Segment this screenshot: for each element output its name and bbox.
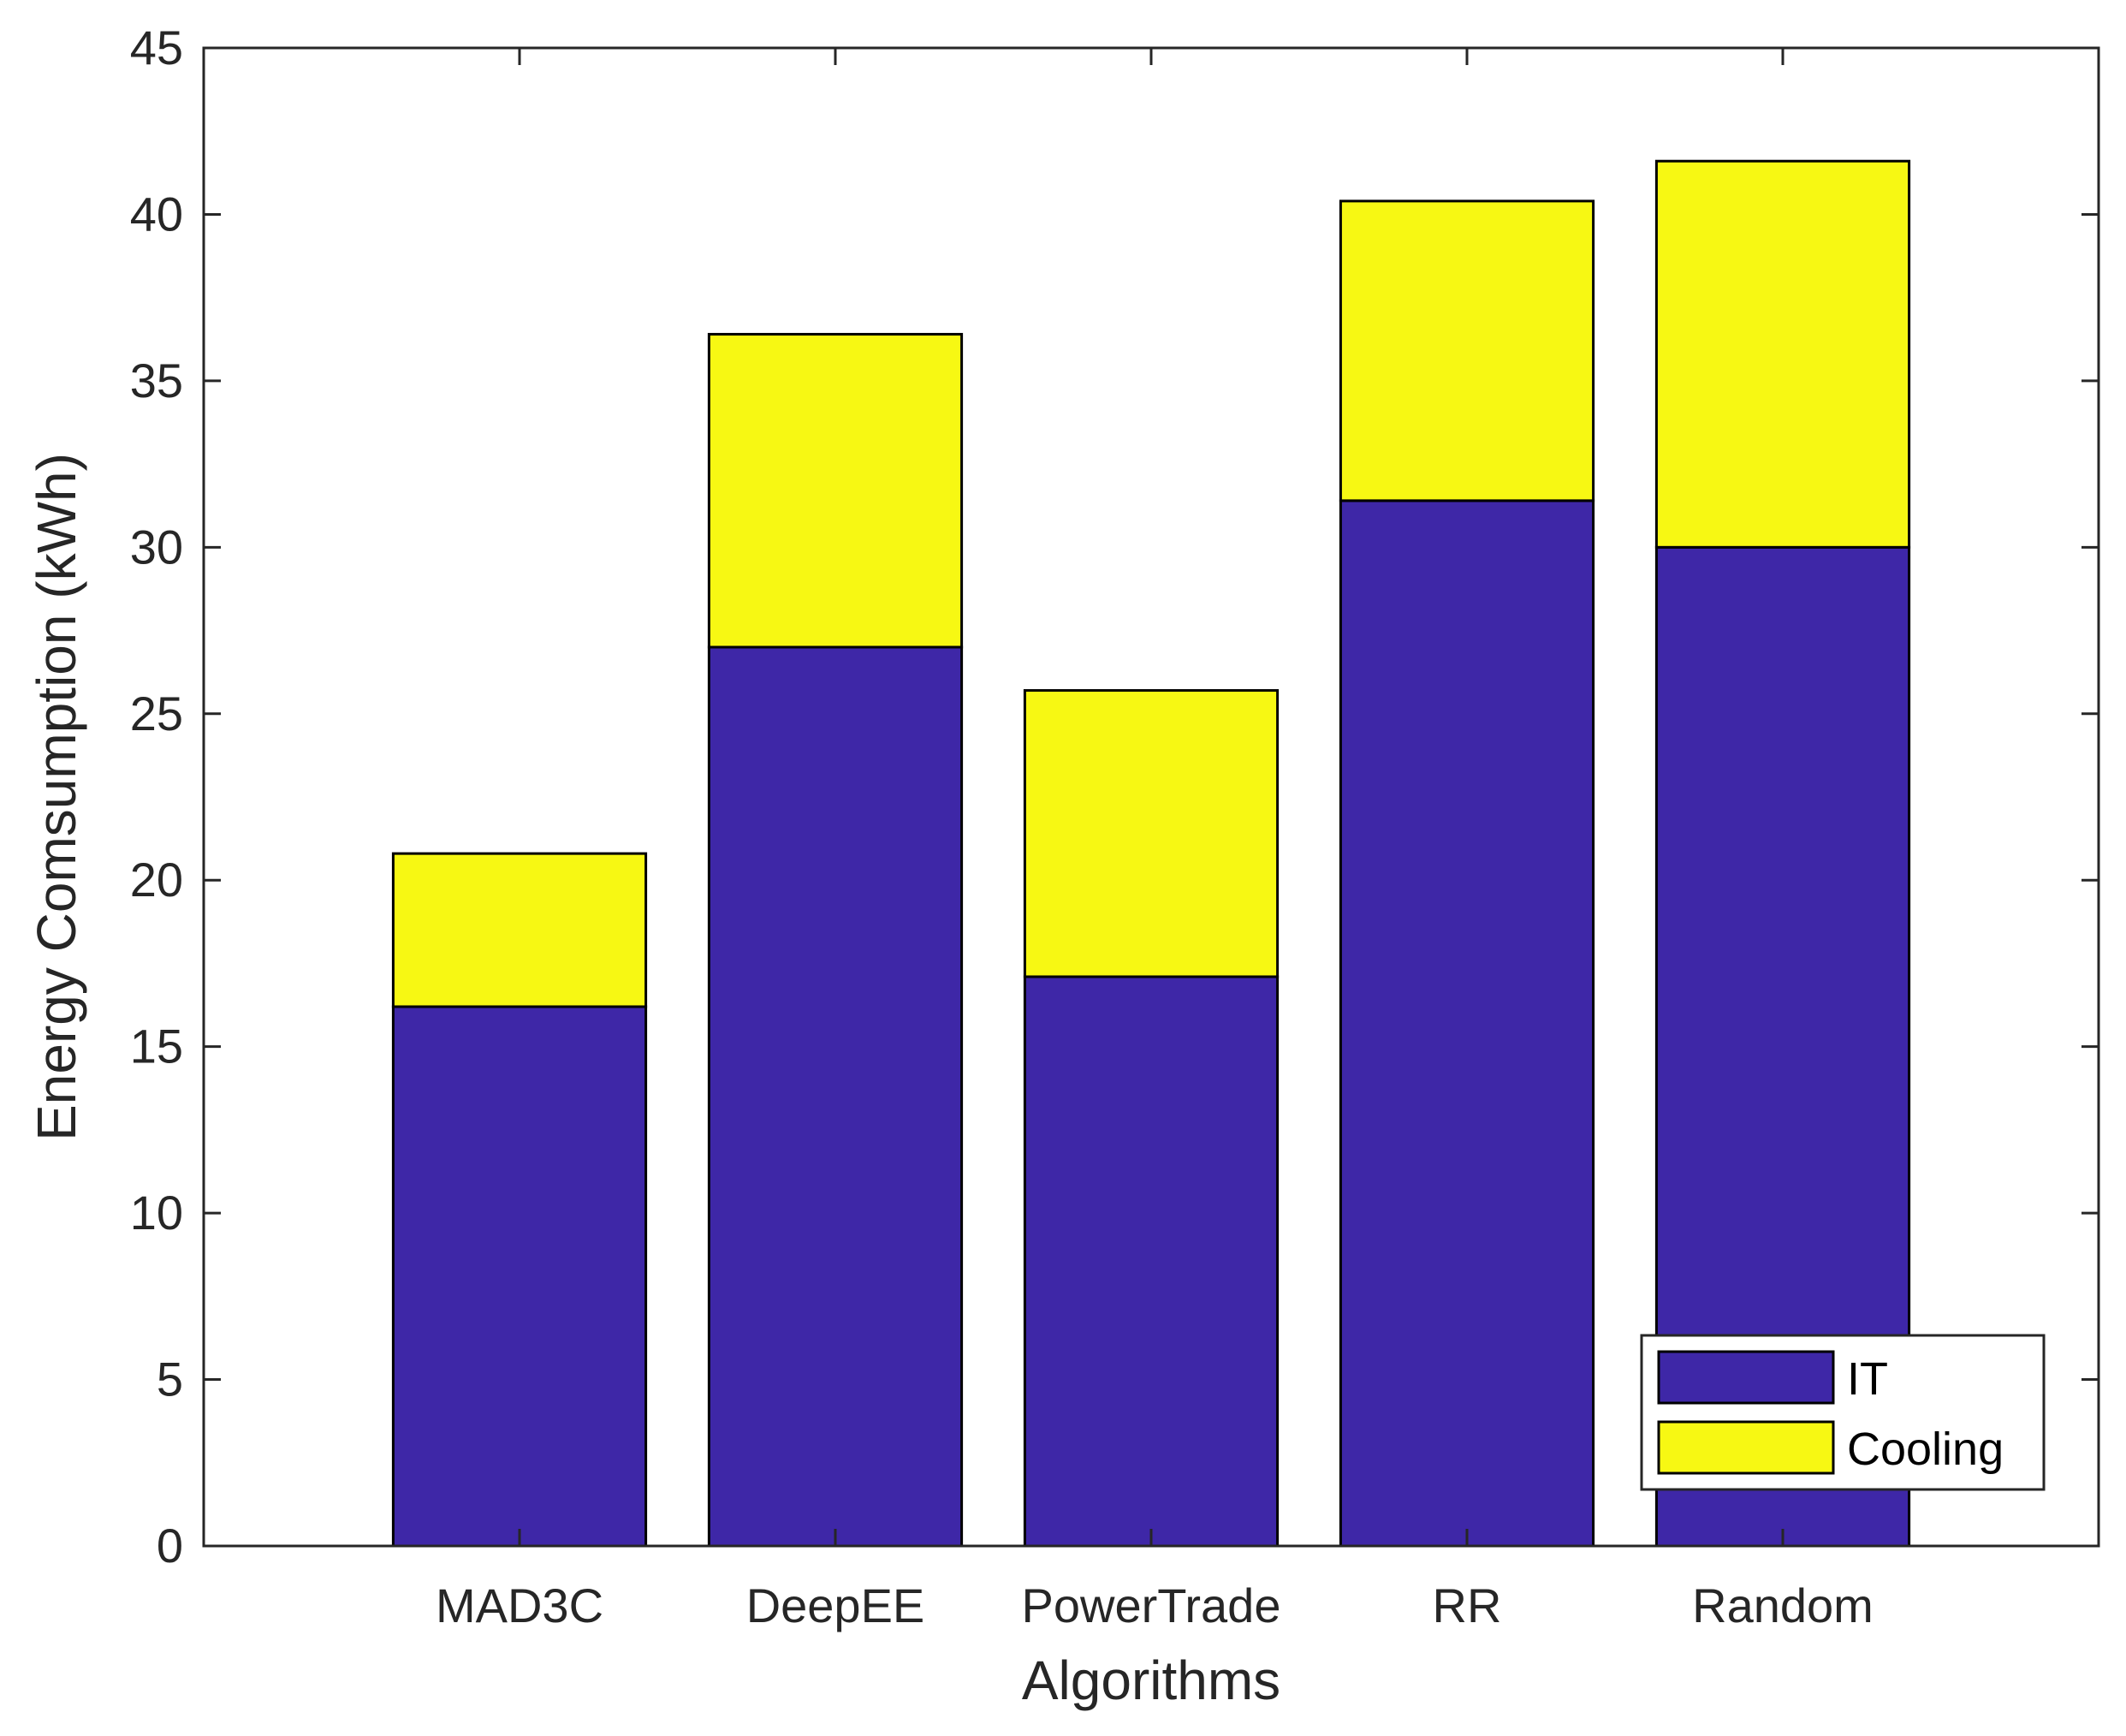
- y-tick-label: 25: [130, 687, 183, 740]
- bar-it-powertrade: [1023, 975, 1280, 1548]
- bars-group: [391, 159, 1911, 1548]
- x-axis-title: Algorithms: [1022, 1650, 1280, 1711]
- y-tick-label: 0: [157, 1519, 183, 1573]
- x-tick-label-rr: RR: [1433, 1578, 1502, 1632]
- legend-swatch-cooling: [1657, 1420, 1835, 1475]
- x-tick-label-random: Random: [1692, 1578, 1874, 1632]
- legend-label-it: IT: [1847, 1353, 1888, 1405]
- y-tick-label: 15: [130, 1020, 183, 1073]
- y-tick-label: 20: [130, 853, 183, 907]
- y-tick-label: 35: [130, 354, 183, 407]
- y-tick-label: 45: [130, 21, 183, 74]
- y-tick-label: 10: [130, 1186, 183, 1240]
- y-axis-title: Energy Comsumption (kWh): [26, 453, 87, 1141]
- bar-cooling-rr: [1339, 199, 1595, 502]
- y-tick-label: 30: [130, 520, 183, 574]
- bar-cooling-powertrade: [1023, 689, 1280, 978]
- legend-label-cooling: Cooling: [1847, 1424, 2004, 1475]
- x-tick-label-mad3c: MAD3C: [436, 1578, 603, 1632]
- bar-cooling-deepee: [707, 332, 964, 649]
- legend-swatch-it: [1657, 1350, 1835, 1405]
- bar-it-deepee: [707, 645, 964, 1548]
- bar-it-mad3c: [391, 1005, 648, 1548]
- y-tick-label: 40: [130, 187, 183, 241]
- y-tick-label: 5: [157, 1353, 183, 1406]
- x-tick-label-powertrade: PowerTrade: [1022, 1578, 1281, 1632]
- y-axis: 0 5 10 15 20 25 30 35 40 45: [130, 21, 2099, 1573]
- x-tick-label-deepee: DeepEE: [746, 1578, 925, 1632]
- legend: IT Cooling: [1640, 1334, 2046, 1491]
- x-axis: MAD3C DeepEE PowerTrade RR Random: [436, 48, 1874, 1632]
- bar-cooling-random: [1654, 159, 1911, 549]
- bar-cooling-mad3c: [391, 852, 648, 1008]
- bar-it-rr: [1339, 499, 1595, 1548]
